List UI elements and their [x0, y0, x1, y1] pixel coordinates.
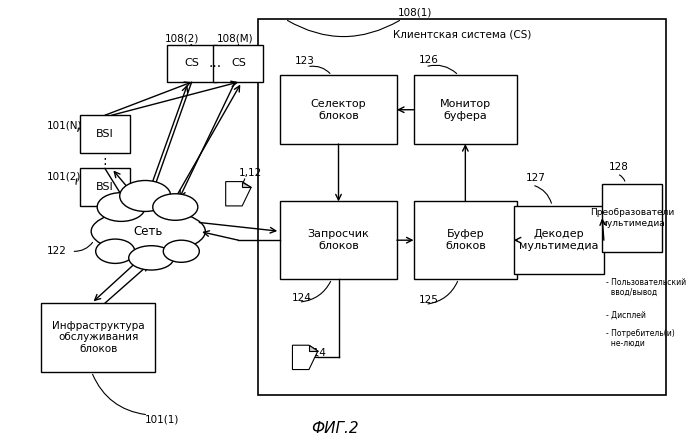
Text: 125: 125 — [419, 295, 438, 305]
Text: 108(M): 108(M) — [217, 33, 253, 43]
Bar — [280, 76, 397, 144]
Text: - Потребитель(и)
  не-люди: - Потребитель(и) не-люди — [605, 329, 675, 348]
Bar — [259, 19, 665, 395]
Text: Инфраструктура
обслуживания
блоков: Инфраструктура обслуживания блоков — [52, 321, 145, 354]
Ellipse shape — [97, 193, 145, 222]
Polygon shape — [309, 345, 318, 351]
Text: 128: 128 — [609, 162, 628, 172]
Text: 101(2): 101(2) — [47, 171, 81, 181]
Bar — [414, 76, 517, 144]
Text: CS: CS — [185, 58, 199, 68]
Text: 1,12: 1,12 — [238, 168, 261, 178]
Ellipse shape — [153, 194, 198, 220]
Text: - Пользовательский
  ввод/вывод: - Пользовательский ввод/вывод — [605, 278, 686, 297]
Text: ФИГ.2: ФИГ.2 — [311, 421, 359, 436]
Text: - Дисплей: - Дисплей — [605, 311, 645, 320]
Text: 114: 114 — [307, 348, 327, 358]
Text: Преобразователи
мультимедиа: Преобразователи мультимедиа — [590, 208, 675, 228]
Text: Запросчик
блоков: Запросчик блоков — [308, 229, 369, 251]
Text: ...: ... — [208, 57, 222, 70]
Text: BSI: BSI — [96, 182, 114, 192]
Bar — [414, 202, 517, 279]
Ellipse shape — [91, 209, 206, 254]
Text: Монитор
буфера: Монитор буфера — [440, 99, 491, 121]
Text: Буфер
блоков: Буфер блоков — [445, 229, 486, 251]
Bar — [213, 44, 264, 82]
Ellipse shape — [164, 240, 199, 262]
Text: 108(1): 108(1) — [398, 8, 433, 17]
Bar — [514, 206, 604, 275]
Bar — [80, 115, 130, 153]
Text: 108(2): 108(2) — [164, 33, 199, 43]
Text: Селектор
блоков: Селектор блоков — [310, 99, 366, 121]
Text: 126: 126 — [419, 55, 438, 65]
Text: 124: 124 — [291, 293, 312, 303]
Text: 122: 122 — [47, 246, 66, 256]
Ellipse shape — [129, 246, 174, 270]
Text: 127: 127 — [526, 173, 545, 183]
Text: CS: CS — [231, 58, 246, 68]
Bar — [80, 168, 130, 206]
Text: :: : — [103, 154, 107, 168]
Bar — [280, 202, 397, 279]
Ellipse shape — [96, 239, 135, 263]
Text: Декодер
мультимедиа: Декодер мультимедиа — [519, 229, 598, 251]
Bar — [166, 44, 217, 82]
Text: 101(1): 101(1) — [145, 414, 179, 424]
Text: 123: 123 — [295, 56, 315, 66]
Polygon shape — [292, 345, 318, 369]
Text: Сеть: Сеть — [134, 225, 163, 238]
Bar — [41, 303, 155, 372]
Bar — [603, 184, 662, 252]
Text: BSI: BSI — [96, 129, 114, 139]
Polygon shape — [226, 182, 251, 206]
Polygon shape — [242, 182, 251, 187]
Ellipse shape — [120, 181, 171, 211]
Text: Клиентская система (CS): Клиентская система (CS) — [393, 29, 531, 40]
Text: 101(N): 101(N) — [47, 120, 82, 130]
